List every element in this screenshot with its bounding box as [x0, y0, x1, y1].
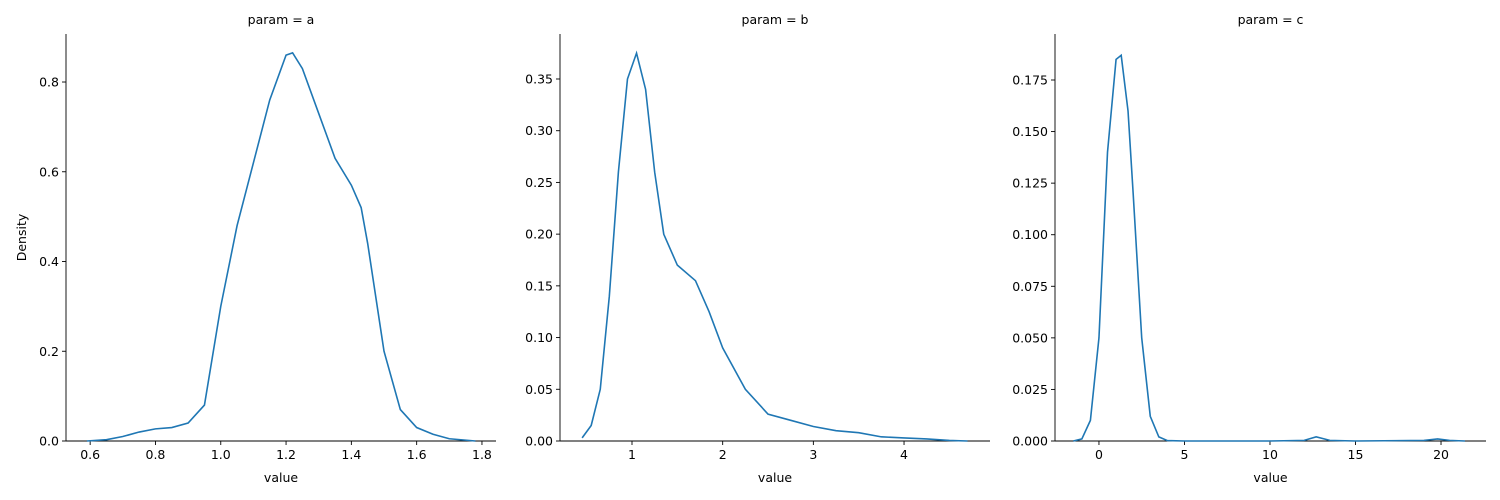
x-tick-label: 10: [1262, 447, 1278, 462]
x-axis-label: value: [758, 470, 792, 485]
x-axis-label: value: [1253, 470, 1287, 485]
panel-title: param = a: [248, 12, 315, 27]
x-tick-label: 2: [719, 447, 727, 462]
x-tick-label: 1.6: [407, 447, 427, 462]
x-axis-label: value: [264, 470, 298, 485]
x-tick-label: 1.0: [211, 447, 231, 462]
y-tick-label: 0.6: [39, 164, 59, 179]
y-tick-label: 0.35: [525, 71, 553, 86]
x-tick-label: 4: [900, 447, 908, 462]
x-tick-label: 15: [1348, 447, 1364, 462]
density-line: [581, 50, 968, 442]
y-tick-label: 0.25: [525, 175, 553, 190]
y-tick-label: 0.125: [1012, 176, 1048, 191]
y-tick-label: 0.00: [525, 434, 553, 449]
y-tick-label: 0.4: [39, 254, 59, 269]
y-tick-label: 0.175: [1012, 73, 1048, 88]
x-tick-label: 1.4: [341, 447, 361, 462]
panel-title: param = b: [742, 12, 809, 27]
y-tick-label: 0.20: [525, 227, 553, 242]
y-tick-label: 0.30: [525, 123, 553, 138]
y-tick-label: 0.15: [525, 278, 553, 293]
x-tick-label: 0.8: [146, 447, 166, 462]
x-tick-label: 3: [809, 447, 817, 462]
y-tick-label: 0.05: [525, 382, 553, 397]
y-tick-label: 0.10: [525, 330, 553, 345]
y-axis-label: Density: [14, 213, 29, 261]
y-tick-label: 0.150: [1012, 124, 1048, 139]
y-tick-label: 0.100: [1012, 227, 1048, 242]
x-tick-label: 1: [628, 447, 636, 462]
x-tick-label: 0: [1095, 447, 1103, 462]
y-tick-label: 0.000: [1012, 434, 1048, 449]
density-line: [1073, 53, 1465, 442]
y-tick-label: 0.8: [39, 75, 59, 90]
y-tick-label: 0.2: [39, 344, 59, 359]
x-tick-label: 1.2: [276, 447, 296, 462]
x-tick-label: 0.6: [80, 447, 100, 462]
density-line: [86, 51, 476, 442]
y-tick-label: 0.025: [1012, 382, 1048, 397]
y-tick-label: 0.0: [39, 434, 59, 449]
x-tick-label: 20: [1433, 447, 1449, 462]
y-tick-label: 0.075: [1012, 279, 1048, 294]
x-tick-label: 1.8: [472, 447, 492, 462]
y-tick-label: 0.050: [1012, 330, 1048, 345]
x-tick-label: 5: [1180, 447, 1188, 462]
panel-title: param = c: [1238, 12, 1304, 27]
